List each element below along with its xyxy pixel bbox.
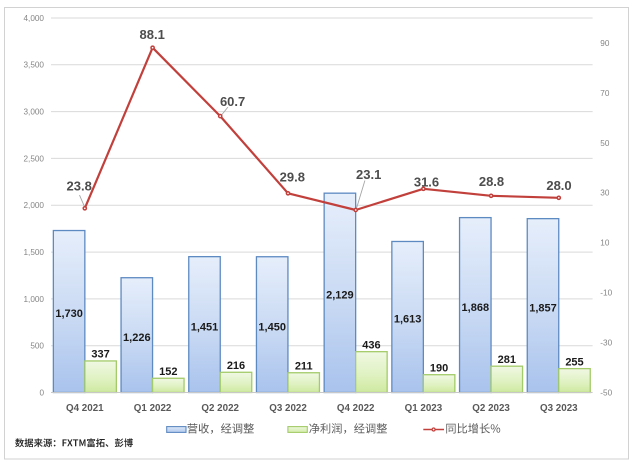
svg-text:Q3 2022: Q3 2022: [269, 403, 307, 414]
svg-text:1,000: 1,000: [24, 295, 45, 304]
svg-text:-50: -50: [600, 388, 612, 397]
svg-text:Q1 2022: Q1 2022: [134, 403, 172, 414]
svg-text:152: 152: [159, 366, 177, 378]
svg-text:1,450: 1,450: [258, 321, 286, 333]
svg-text:3,000: 3,000: [24, 108, 45, 117]
svg-text:1,226: 1,226: [123, 332, 151, 344]
svg-text:211: 211: [295, 360, 313, 372]
svg-text:Q4 2022: Q4 2022: [337, 403, 375, 414]
svg-text:0: 0: [39, 388, 44, 397]
svg-text:190: 190: [430, 362, 448, 374]
svg-text:88.1: 88.1: [140, 27, 165, 42]
svg-text:1,500: 1,500: [24, 248, 45, 257]
svg-text:337: 337: [91, 349, 109, 361]
svg-text:90: 90: [600, 39, 610, 48]
svg-text:1,613: 1,613: [394, 314, 422, 326]
svg-text:Q3 2023: Q3 2023: [540, 403, 578, 414]
svg-text:1,857: 1,857: [529, 302, 557, 314]
svg-text:23.1: 23.1: [356, 167, 381, 182]
svg-text:1,451: 1,451: [191, 321, 219, 333]
svg-text:31.6: 31.6: [414, 174, 439, 189]
svg-text:10: 10: [600, 239, 610, 248]
svg-text:2,500: 2,500: [24, 154, 45, 163]
svg-text:1,868: 1,868: [462, 302, 490, 314]
svg-text:-30: -30: [600, 339, 612, 348]
svg-text:255: 255: [565, 356, 583, 368]
svg-text:23.8: 23.8: [67, 178, 92, 193]
svg-text:2,000: 2,000: [24, 201, 45, 210]
svg-text:Q2 2022: Q2 2022: [201, 403, 239, 414]
svg-text:500: 500: [30, 342, 44, 351]
svg-text:50: 50: [600, 139, 610, 148]
svg-text:281: 281: [498, 354, 516, 366]
svg-text:2,129: 2,129: [326, 290, 354, 302]
svg-text:29.8: 29.8: [280, 169, 305, 184]
svg-text:Q1 2023: Q1 2023: [405, 403, 443, 414]
svg-text:28.0: 28.0: [546, 178, 571, 193]
svg-text:-10: -10: [600, 289, 612, 298]
svg-text:30: 30: [600, 189, 610, 198]
svg-text:Q2 2023: Q2 2023: [472, 403, 510, 414]
svg-text:70: 70: [600, 89, 610, 98]
svg-text:4,000: 4,000: [24, 14, 45, 23]
svg-text:3,500: 3,500: [24, 61, 45, 70]
svg-text:1,730: 1,730: [55, 308, 83, 320]
svg-text:28.8: 28.8: [479, 174, 504, 189]
svg-text:60.7: 60.7: [220, 94, 245, 109]
svg-text:Q4 2021: Q4 2021: [66, 403, 104, 414]
svg-text:436: 436: [362, 339, 380, 351]
svg-text:216: 216: [227, 360, 245, 372]
